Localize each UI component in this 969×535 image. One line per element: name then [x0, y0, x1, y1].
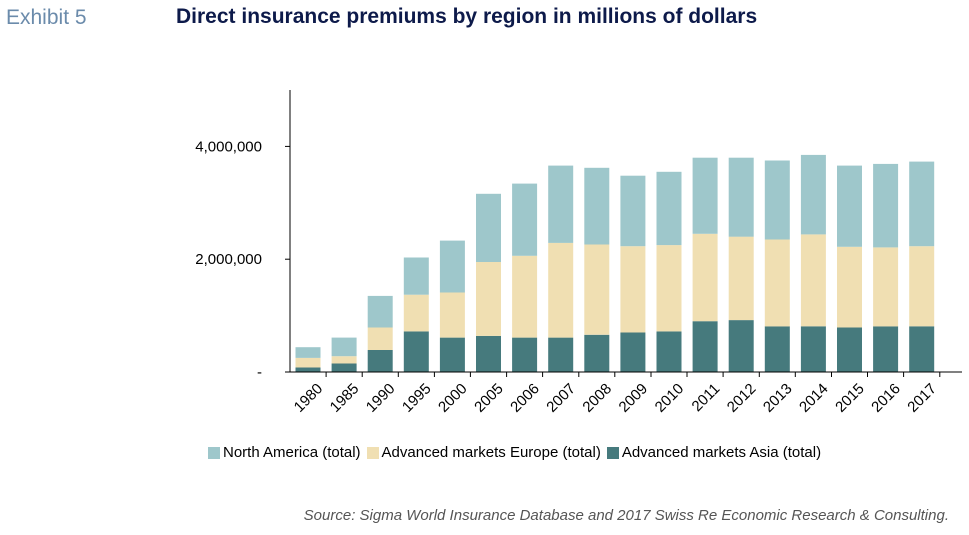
bar-2013-series-2 — [764, 160, 790, 240]
bar-2017-series-1 — [909, 246, 935, 327]
bar-2000-series-0 — [439, 337, 465, 372]
bar-2017-series-2 — [909, 161, 935, 247]
y-tick-label: 4,000,000 — [195, 138, 262, 155]
bar-1995-series-1 — [403, 294, 429, 332]
x-tick-label-2013: 2013 — [760, 380, 796, 416]
y-tick-label: - — [257, 364, 262, 381]
legend-item-asia: Advanced markets Asia (total) — [606, 444, 822, 461]
bar-2005-series-0 — [476, 335, 501, 372]
legend-item-north-america: North America (total) — [208, 444, 361, 461]
bar-2016-series-2 — [873, 163, 899, 248]
bar-1985-series-1 — [331, 356, 357, 364]
x-tick-label-2014: 2014 — [796, 380, 832, 416]
bar-2009-series-2 — [620, 175, 646, 247]
bar-2016-series-1 — [873, 247, 899, 327]
legend-swatch — [606, 446, 619, 459]
bar-1985-series-0 — [331, 363, 357, 372]
bar-1990-series-2 — [367, 295, 393, 328]
bar-1990-series-0 — [367, 350, 393, 372]
bar-2014-series-0 — [800, 326, 826, 372]
x-tick-label-2012: 2012 — [724, 380, 760, 416]
bar-2007-series-2 — [548, 165, 574, 243]
x-tick-label-2006: 2006 — [507, 380, 543, 416]
legend-label: North America (total) — [223, 444, 361, 461]
x-tick-label-2016: 2016 — [868, 380, 904, 416]
bar-2006-series-2 — [512, 183, 538, 256]
bar-2010-series-1 — [656, 245, 682, 332]
legend-swatch — [366, 446, 379, 459]
x-tick-label-1995: 1995 — [399, 380, 435, 416]
bar-2009-series-0 — [620, 332, 646, 372]
chart-title: Direct insurance premiums by region in m… — [176, 5, 758, 28]
x-tick-label-2007: 2007 — [543, 380, 579, 416]
bar-2006-series-0 — [512, 337, 538, 372]
bar-2016-series-0 — [873, 326, 899, 372]
bar-1980-series-2 — [295, 347, 321, 358]
bar-2008-series-1 — [584, 244, 610, 335]
bar-2006-series-1 — [512, 255, 538, 338]
exhibit-label: Exhibit 5 — [6, 6, 87, 29]
y-tick-label: 2,000,000 — [195, 251, 262, 268]
bar-2008-series-2 — [584, 167, 610, 245]
bar-2015-series-0 — [837, 327, 862, 372]
bar-2014-series-2 — [800, 154, 826, 235]
bar-2013-series-0 — [764, 326, 790, 372]
bar-2011-series-0 — [692, 321, 718, 372]
bar-2012-series-1 — [728, 236, 754, 321]
legend-label: Advanced markets Asia (total) — [621, 444, 822, 461]
x-tick-label-1980: 1980 — [291, 380, 327, 416]
bar-2014-series-1 — [800, 234, 826, 327]
bar-2007-series-1 — [548, 242, 574, 338]
legend: North America (total) Advanced markets E… — [208, 444, 827, 461]
bar-2012-series-2 — [728, 157, 754, 237]
bar-2011-series-2 — [692, 157, 718, 234]
bar-2005-series-2 — [476, 193, 501, 262]
source-note: Source: Sigma World Insurance Database a… — [303, 507, 949, 524]
bar-2009-series-1 — [620, 246, 646, 333]
bar-2015-series-1 — [837, 246, 862, 328]
bar-2017-series-0 — [909, 326, 935, 372]
bar-1980-series-0 — [295, 367, 321, 372]
bar-2008-series-0 — [584, 334, 610, 372]
bar-2000-series-1 — [439, 292, 465, 338]
legend-swatch — [208, 446, 220, 459]
x-tick-label-2010: 2010 — [652, 380, 688, 416]
legend-label: Advanced markets Europe (total) — [381, 444, 601, 461]
bar-2010-series-0 — [656, 331, 682, 372]
x-tick-label-2011: 2011 — [689, 380, 724, 415]
x-tick-label-1985: 1985 — [327, 380, 363, 416]
x-tick-label-2000: 2000 — [435, 380, 471, 416]
x-tick-label-2008: 2008 — [579, 380, 615, 416]
bar-1985-series-2 — [331, 337, 357, 357]
bar-2011-series-1 — [692, 233, 718, 322]
bar-1995-series-0 — [403, 331, 429, 372]
x-tick-label-2017: 2017 — [904, 380, 940, 416]
x-tick-label-1990: 1990 — [363, 380, 399, 416]
x-tick-label-2005: 2005 — [471, 380, 507, 416]
bar-2010-series-2 — [656, 171, 682, 246]
bar-2005-series-1 — [476, 262, 501, 336]
legend-item-europe: Advanced markets Europe (total) — [366, 444, 601, 461]
bar-2012-series-0 — [728, 320, 754, 372]
bar-1980-series-1 — [295, 357, 321, 368]
bar-2013-series-1 — [764, 239, 790, 327]
bar-2015-series-2 — [837, 165, 862, 247]
x-tick-label-2015: 2015 — [832, 380, 868, 416]
bar-1990-series-1 — [367, 327, 393, 350]
stacked-bar-chart: 1980 1985 1990 1995 2000 2005 2006 2007 2008 2009… — [195, 90, 962, 416]
bar-1995-series-2 — [403, 257, 429, 295]
bar-2000-series-2 — [439, 240, 465, 293]
bar-2007-series-0 — [548, 337, 574, 372]
x-tick-label-2009: 2009 — [616, 380, 652, 416]
